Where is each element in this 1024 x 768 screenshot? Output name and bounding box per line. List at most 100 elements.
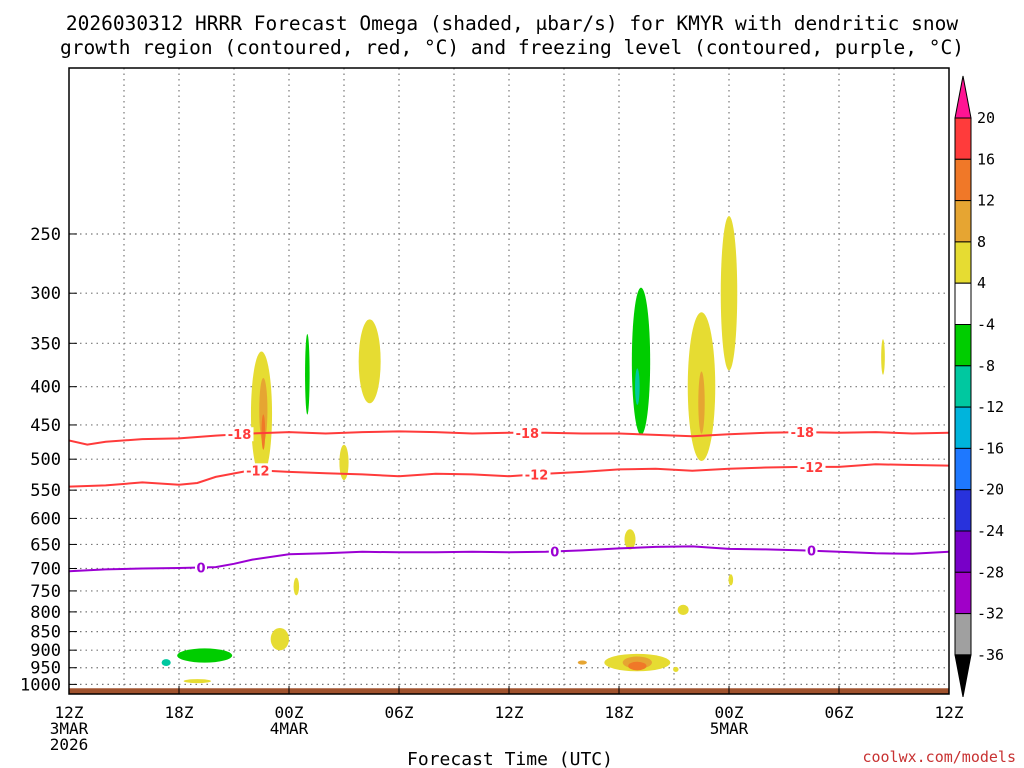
dgz-12-label: -12 — [800, 461, 824, 476]
colorbar-tick-label: 12 — [977, 192, 995, 210]
omega-pos-4-region — [270, 627, 290, 651]
x-tick-label: 3MAR — [50, 719, 89, 738]
freezing-level-label: 0 — [196, 561, 205, 576]
omega-pos-8-region — [577, 660, 587, 665]
y-tick-label: 650 — [30, 535, 61, 555]
y-tick-label: 750 — [30, 582, 61, 602]
omega-neg-8-region — [631, 287, 651, 436]
dgz-18-label-bg — [225, 427, 254, 442]
x-tick-label: 06Z — [825, 703, 854, 722]
x-tick-label: 5MAR — [710, 719, 749, 738]
omega-pos-4-region — [358, 319, 381, 404]
colorbar-tick-label: 16 — [977, 150, 995, 168]
x-tick-label: 12Z — [495, 703, 524, 722]
grid-lines — [69, 68, 949, 694]
omega-pos-4-region — [673, 666, 679, 672]
omega-pos-4-region — [183, 679, 212, 684]
dgz-18-label-bg — [513, 425, 542, 440]
dgz-18-label: -18 — [228, 428, 252, 443]
colorbar-segment — [954, 117, 972, 160]
omega-pos-4-region — [720, 215, 738, 371]
y-tick-label: 900 — [30, 641, 61, 661]
colorbar-tick-label: -32 — [977, 605, 1004, 623]
y-tick-label: 950 — [30, 659, 61, 679]
y-tick-label: 800 — [30, 603, 61, 623]
omega-pos-8-region — [259, 377, 268, 443]
colorbar-segment — [954, 489, 972, 532]
colorbar-segment — [954, 365, 972, 408]
colorbar-tick-label: -20 — [977, 481, 1004, 499]
omega-pos-4-region — [881, 339, 885, 375]
freezing-level-label-bg — [548, 544, 561, 559]
dgz-18-label: -18 — [516, 427, 540, 442]
y-tick-label: 550 — [30, 481, 61, 501]
omega-pos-8-region — [698, 371, 705, 434]
y-tick-label: 600 — [30, 509, 61, 529]
colorbar-top-arrow — [954, 75, 972, 119]
y-tick-label: 300 — [30, 284, 61, 304]
omega-neg-8-region — [305, 333, 310, 415]
omega-pos-4-region — [339, 444, 349, 481]
colorbar-segment — [954, 324, 972, 367]
omega-colorbar: 20 16 12 8 4 -4 -8 -12 -16 -20 -24 -28 -32 -36 — [954, 75, 1004, 697]
colorbar-tick-label: 8 — [977, 233, 986, 251]
dgz-12-label: -12 — [525, 468, 549, 483]
colorbar-tick-label: -28 — [977, 563, 1004, 581]
x-tick-label: 12Z — [55, 703, 84, 722]
x-tick-label: 06Z — [385, 703, 414, 722]
colorbar-segment — [954, 447, 972, 491]
x-tick-label: 18Z — [165, 703, 194, 722]
colorbar-tick-label: -16 — [977, 439, 1004, 457]
colorbar-tick-label: 4 — [977, 274, 986, 292]
x-axis-label: Forecast Time (UTC) — [407, 749, 613, 768]
dgz-12-label: -12 — [246, 464, 270, 479]
freezing-level-contour — [69, 545, 949, 573]
x-tick-label: 4MAR — [270, 719, 309, 738]
colorbar-bottom-arrow — [954, 654, 972, 697]
colorbar-segment — [954, 530, 972, 573]
colorbar-segment — [954, 613, 972, 656]
x-tick-label: 12Z — [935, 703, 964, 722]
x-tick-label: 00Z — [715, 703, 744, 722]
omega-pos-12-region — [628, 661, 647, 671]
site-credit: coolwx.com/models — [862, 748, 1016, 766]
dgz-18-label-bg — [788, 425, 817, 440]
y-tick-label: 250 — [30, 225, 61, 245]
title-line-1: 2026030312 HRRR Forecast Omega (shaded, … — [66, 12, 958, 35]
colorbar-tick-label: -4 — [977, 316, 995, 334]
omega-neg-12-region — [161, 659, 171, 667]
y-tick-label: 1000 — [20, 675, 61, 695]
omega-neg-12-region — [635, 368, 640, 405]
y-tick-label: 500 — [30, 450, 61, 470]
colorbar-segment — [954, 241, 972, 284]
colorbar-tick-label: -8 — [977, 357, 995, 375]
y-tick-label: 400 — [30, 378, 61, 398]
dgz-12-label-bg — [522, 467, 551, 482]
colorbar-segment — [954, 406, 972, 449]
freezing-level-label: 0 — [807, 545, 816, 560]
omega-pos-4-region — [728, 574, 734, 586]
pressure-axis: 2503003504004505005506006507007508008509… — [20, 225, 77, 695]
colorbar-segment — [954, 282, 972, 326]
omega-neg-8-region — [177, 648, 233, 663]
x-tick-label: 00Z — [275, 703, 304, 722]
colorbar-segment — [954, 200, 972, 243]
y-tick-label: 450 — [30, 416, 61, 436]
freezing-level-label: 0 — [550, 545, 559, 560]
omega-pos-4-region — [293, 577, 300, 596]
omega-pos-4-region — [624, 529, 636, 550]
colorbar-tick-label: -24 — [977, 522, 1004, 540]
colorbar-segment — [954, 158, 972, 202]
y-tick-label: 350 — [30, 334, 61, 354]
omega-pos-4-region — [677, 604, 689, 615]
dgz-18-label: -18 — [791, 426, 815, 441]
dgz-12-label-bg — [243, 463, 272, 478]
freezing-level-label-bg — [195, 560, 207, 575]
contour-lines: -18 -18 -18 -12 -12 -12 0 0 0 — [69, 425, 949, 576]
dgz-12-label-bg — [797, 459, 826, 474]
y-tick-label: 850 — [30, 623, 61, 643]
x-tick-label: 2026 — [50, 735, 89, 754]
y-tick-label: 700 — [30, 560, 61, 580]
colorbar-segment — [954, 571, 972, 615]
